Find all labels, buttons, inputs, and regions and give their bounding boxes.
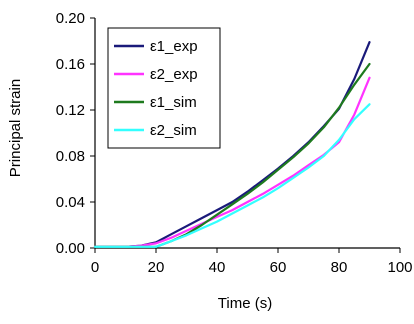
legend-label: ε2_exp — [150, 66, 198, 83]
y-tick-label: 0.16 — [56, 56, 85, 73]
x-tick-label: 80 — [331, 259, 348, 276]
series-lines — [93, 41, 371, 248]
y-ticks: 0.00 0.04 0.08 0.12 0.16 0.20 — [56, 10, 95, 257]
legend-label: ε2_sim — [150, 122, 197, 139]
x-tick-label: 40 — [209, 259, 226, 276]
y-tick-label: 0.04 — [56, 194, 85, 211]
legend-box — [107, 27, 221, 149]
x-tick-label: 0 — [91, 259, 99, 276]
axes — [94, 18, 400, 249]
legend-label: ε1_exp — [150, 38, 198, 55]
legend: ε1_exp ε2_exp ε1_sim ε2_sim — [107, 27, 221, 149]
y-tick-label: 0.08 — [56, 148, 85, 165]
x-tick-label: 60 — [270, 259, 287, 276]
series-line-4 — [93, 103, 371, 248]
y-tick-label: 0.12 — [56, 102, 85, 119]
x-tick-label: 20 — [148, 259, 165, 276]
y-axis-title: Principal strain — [7, 79, 24, 177]
legend-label: ε1_sim — [150, 94, 197, 111]
x-tick-label: 100 — [387, 259, 412, 276]
x-ticks: 0 20 40 60 80 100 — [91, 248, 413, 276]
x-axis-title: Time (s) — [218, 295, 272, 312]
y-tick-label: 0.20 — [56, 10, 85, 27]
y-tick-label: 0.00 — [56, 240, 85, 257]
